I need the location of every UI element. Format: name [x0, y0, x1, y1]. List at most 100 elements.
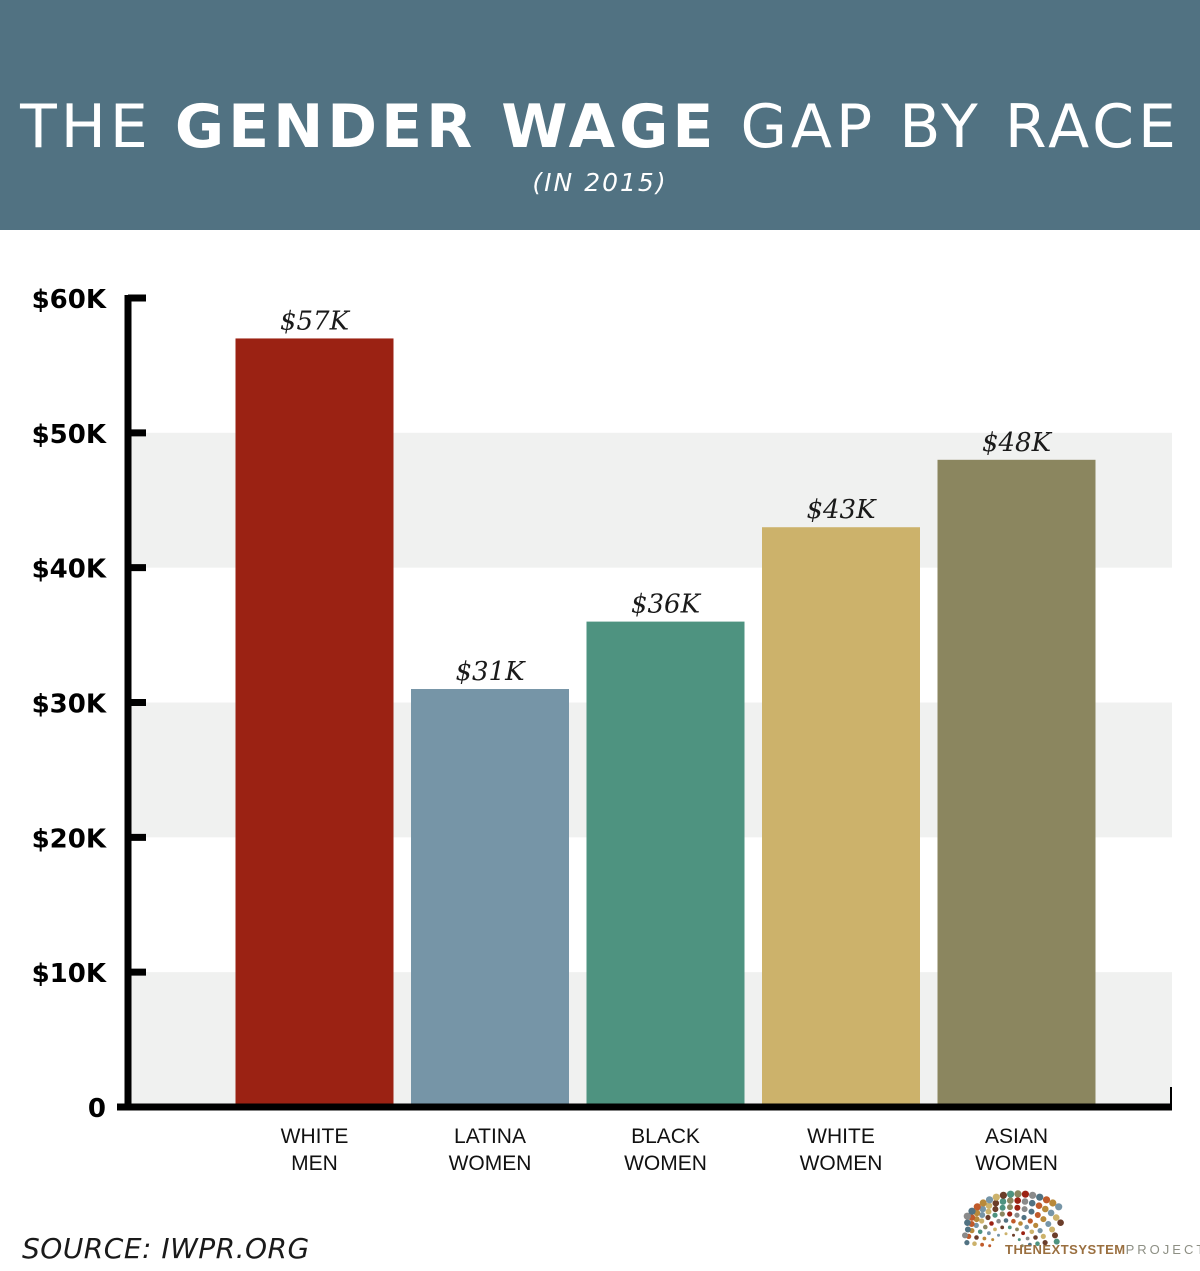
logo-dot: [1021, 1190, 1029, 1198]
y-tick-label: $40K: [32, 555, 107, 585]
logo-dot: [1007, 1225, 1012, 1230]
y-tick-label: 0: [88, 1094, 106, 1124]
logo-dot: [1014, 1197, 1021, 1204]
chart-title: THE GENDER WAGE GAP BY RACE: [0, 92, 1200, 162]
logo-dot: [1033, 1235, 1038, 1240]
data-label: $31K: [455, 657, 526, 687]
logo-dot: [1034, 1212, 1041, 1218]
logo-dot: [987, 1231, 991, 1236]
logo-dot: [1035, 1241, 1040, 1246]
logo-dot: [1052, 1232, 1058, 1239]
x-tick-label: MEN: [291, 1152, 338, 1175]
logo-dot: [1021, 1206, 1028, 1213]
x-tick-label: WOMEN: [800, 1152, 883, 1175]
logo-dot: [1047, 1209, 1055, 1217]
bar: [937, 459, 1096, 1107]
logo-dot: [985, 1196, 994, 1204]
logo-dot: [979, 1212, 986, 1218]
dot-burst-logo-icon: [962, 1190, 1064, 1248]
title-part-gender-wage: GENDER WAGE: [174, 92, 718, 162]
logo-dot: [996, 1218, 1001, 1224]
y-tick-label: $50K: [32, 420, 107, 450]
data-label: $48K: [982, 428, 1053, 458]
logo-dot: [985, 1202, 993, 1209]
logo-dot: [1014, 1212, 1020, 1218]
logo-dot: [979, 1205, 986, 1213]
logo-dot: [1042, 1240, 1048, 1246]
logo-dot: [1049, 1226, 1056, 1233]
x-tick-label: ASIAN: [985, 1125, 1048, 1148]
logo-dot: [963, 1212, 971, 1220]
bar: [235, 338, 394, 1107]
logo-dot: [992, 1193, 1000, 1201]
logo-text-light: PROJECT: [1125, 1242, 1200, 1257]
logo-dot: [977, 1229, 983, 1235]
logo-dot: [1003, 1218, 1009, 1223]
logo-dot: [1037, 1228, 1043, 1234]
logo-dot: [1007, 1204, 1013, 1211]
x-tick-label: BLACK: [631, 1125, 700, 1148]
logo-dot: [1057, 1219, 1064, 1226]
logo-dot: [1021, 1198, 1029, 1205]
logo-dot: [1045, 1221, 1052, 1227]
bar: [762, 527, 920, 1107]
logo-dot: [1011, 1218, 1016, 1224]
logo-dot: [974, 1235, 979, 1240]
data-label: $43K: [806, 495, 877, 525]
logo-dot: [1049, 1199, 1057, 1207]
logo-dot: [1025, 1236, 1030, 1241]
logo-dot: [999, 1198, 1007, 1205]
logo-dot: [993, 1227, 997, 1232]
data-label: $57K: [280, 306, 351, 336]
logo-dot: [1000, 1225, 1005, 1230]
logo-dot: [964, 1226, 971, 1233]
logo-dot: [973, 1222, 979, 1228]
logo-dot: [964, 1240, 970, 1246]
logo-dot: [1033, 1222, 1039, 1228]
logo-dot: [1053, 1238, 1060, 1245]
logo-dot: [992, 1199, 1000, 1207]
logo-dot: [1015, 1227, 1019, 1232]
logo-dot: [997, 1233, 1000, 1237]
logo-dot: [1012, 1233, 1015, 1237]
y-tick-label: $20K: [32, 824, 107, 854]
logo-dot: [989, 1221, 994, 1226]
logo-dot: [999, 1204, 1006, 1211]
logo-dot: [983, 1224, 988, 1230]
logo-dot: [1029, 1229, 1035, 1235]
logo-dot: [1020, 1244, 1024, 1248]
logo-dot: [972, 1241, 977, 1246]
bar: [586, 621, 745, 1107]
logo-dot: [985, 1208, 992, 1215]
logo-dot: [988, 1244, 992, 1248]
logo-dot: [982, 1236, 987, 1241]
logo-dot: [1021, 1214, 1027, 1221]
logo-dot: [999, 1211, 1005, 1217]
logo-dot: [1036, 1193, 1044, 1201]
logo-dot: [1028, 1199, 1036, 1207]
logo-dot: [1042, 1205, 1049, 1213]
logo-dot: [962, 1232, 968, 1239]
logo-dot: [979, 1218, 985, 1224]
chart-subtitle: (IN 2015): [532, 168, 668, 197]
title-part-gap-by-race: GAP BY RACE: [740, 92, 1180, 162]
logo-dot: [1042, 1196, 1051, 1204]
x-tick-label: WHITE: [807, 1125, 875, 1148]
logo-text-strong: THENEXTSYSTEM: [1005, 1242, 1126, 1257]
logo-dot: [980, 1242, 984, 1247]
logo-dot: [1014, 1190, 1022, 1198]
logo-dot: [1028, 1242, 1032, 1247]
logo-dot: [992, 1212, 998, 1218]
logo-dot: [1028, 1208, 1035, 1215]
logo-dot: [1004, 1232, 1008, 1236]
y-tick-label: $10K: [32, 959, 107, 989]
logo-dot: [1007, 1190, 1015, 1198]
x-tick-label: LATINA: [454, 1125, 526, 1148]
logo-dot: [973, 1203, 981, 1211]
logo-dot: [999, 1191, 1007, 1199]
logo-dot: [1018, 1221, 1023, 1226]
logo-text: THENEXTSYSTEMPROJECT: [1005, 1242, 1200, 1257]
logo-dot: [1024, 1224, 1029, 1230]
bar: [411, 689, 569, 1107]
